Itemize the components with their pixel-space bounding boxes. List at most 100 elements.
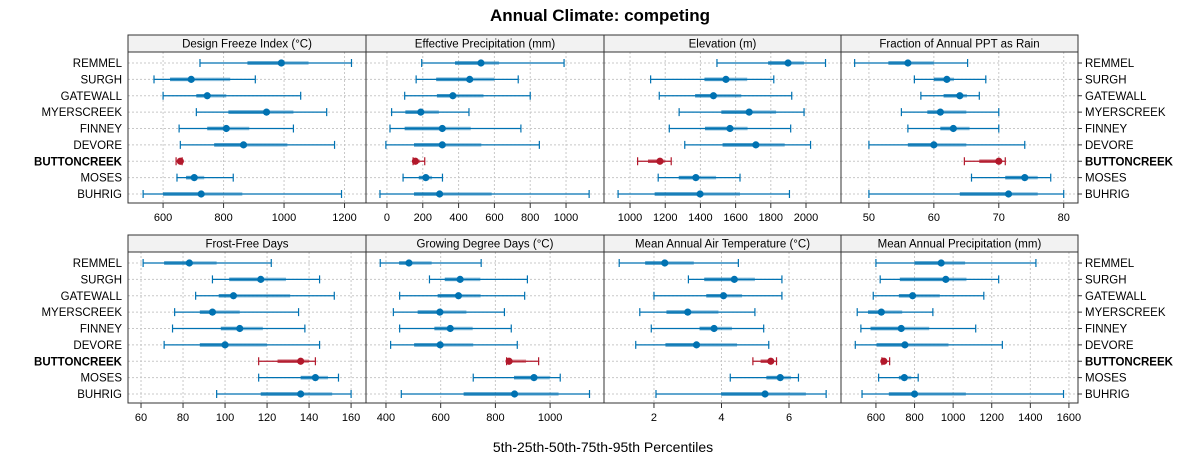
x-tick-label: 70: [993, 212, 1005, 224]
row-label-left: DEVORE: [73, 140, 122, 152]
mark-devore: [684, 140, 812, 149]
median-point: [692, 174, 700, 182]
panel-title: Mean Annual Air Temperature (°C): [635, 239, 810, 251]
mark-remmel: [716, 59, 827, 67]
row-label-right: SURGH: [1085, 74, 1127, 86]
mark-myerscreek: [856, 308, 934, 317]
mark-buttoncreek: [880, 357, 891, 366]
x-tick-label: 50: [863, 212, 875, 224]
mark-gatewall: [399, 291, 526, 300]
mark-buttoncreek: [175, 157, 184, 166]
x-tick-label: 1000: [554, 212, 578, 224]
median-point: [1021, 174, 1029, 182]
mark-surgh: [687, 275, 783, 284]
mark-buttoncreek: [411, 157, 426, 166]
row-label-left: DEVORE: [73, 340, 122, 352]
mark-gatewall: [872, 291, 985, 300]
row-label-left: REMMEL: [73, 58, 123, 70]
x-tick-label: 140: [300, 412, 318, 424]
row-label-right: DEVORE: [1085, 140, 1134, 152]
x-tick-label: 800: [521, 212, 539, 224]
median-point: [942, 275, 950, 283]
mark-buttoncreek: [752, 357, 778, 366]
row-label-left: SURGH: [80, 74, 122, 86]
median-point: [710, 324, 718, 333]
mark-remmel: [199, 59, 353, 67]
x-tick-label: 60: [135, 412, 147, 424]
row-label-right: MYERSCREEK: [1085, 107, 1166, 119]
median-point: [436, 341, 444, 349]
panel-2: Elevation (m) 1000 1200 1400 1600 1800 2000: [603, 34, 842, 224]
x-tick-label: 80: [1058, 212, 1070, 224]
median-point: [185, 259, 193, 267]
mark-devore: [385, 140, 540, 149]
row-label-right: GATEWALL: [1085, 291, 1147, 303]
chart-title: Annual Climate: competing: [490, 6, 710, 25]
row-label-left: MYERSCREEK: [41, 107, 122, 119]
mark-buhrig: [655, 390, 827, 398]
mark-gatewall: [658, 91, 793, 100]
x-tick-label: 6: [786, 412, 792, 424]
median-point: [277, 59, 285, 67]
x-tick-label: 1000: [538, 412, 562, 424]
mark-buhrig: [216, 390, 352, 398]
x-tick-label: 400: [377, 412, 395, 424]
median-point: [236, 324, 244, 333]
median-point: [752, 141, 760, 149]
mark-devore: [868, 140, 1026, 149]
panel-title: Elevation (m): [689, 39, 757, 51]
median-point: [297, 357, 305, 365]
mark-gatewall: [653, 291, 783, 300]
mark-surgh: [879, 275, 1000, 284]
median-point: [900, 374, 908, 382]
median-point: [745, 108, 753, 116]
median-point: [709, 92, 718, 100]
panel-3: Fraction of Annual PPT as Rain 50 60 70 80: [840, 34, 1079, 224]
row-label-right: MYERSCREEK: [1085, 307, 1166, 319]
mark-devore: [179, 140, 336, 149]
median-point: [767, 357, 775, 365]
median-point: [239, 141, 248, 149]
median-point: [719, 292, 728, 300]
median-point: [449, 92, 457, 100]
panel-0: Design Freeze Index (°C) 600 800 1000 1200: [127, 34, 367, 224]
x-tick-label: 1800: [759, 212, 783, 224]
median-point: [776, 374, 784, 382]
x-tick-label: 800: [214, 212, 232, 224]
median-point: [176, 157, 184, 165]
x-tick-label: 1400: [1018, 412, 1042, 424]
row-label-right: BUTTONCREEK: [1085, 156, 1174, 168]
row-label-right: MOSES: [1085, 173, 1127, 185]
median-point: [880, 357, 888, 365]
median-point: [726, 124, 734, 133]
mark-buhrig: [400, 390, 591, 398]
median-point: [1004, 190, 1013, 198]
median-point: [530, 374, 538, 382]
mark-remmel: [421, 59, 565, 67]
median-point: [904, 59, 912, 67]
median-point: [910, 390, 919, 398]
mark-myerscreek: [639, 308, 756, 317]
mark-finney: [171, 324, 306, 333]
mark-surgh: [415, 75, 519, 84]
mark-finney: [860, 324, 977, 333]
mark-surgh: [211, 275, 321, 284]
mark-surgh: [153, 75, 256, 84]
panel-border: [840, 251, 1079, 404]
median-point: [505, 357, 513, 365]
mark-finney: [178, 124, 295, 133]
median-point: [684, 308, 692, 316]
x-tick-label: 600: [485, 212, 503, 224]
median-point: [784, 59, 792, 67]
panel-border: [840, 51, 1079, 204]
mark-buhrig: [617, 190, 791, 198]
x-tick-label: 100: [216, 412, 234, 424]
mark-remmel: [875, 259, 1037, 267]
x-tick-label: 1400: [688, 212, 712, 224]
median-point: [417, 108, 425, 116]
median-point: [692, 341, 701, 349]
median-point: [995, 157, 1003, 165]
x-tick-label: 800: [905, 412, 923, 424]
median-point: [897, 324, 905, 333]
median-point: [949, 124, 957, 133]
